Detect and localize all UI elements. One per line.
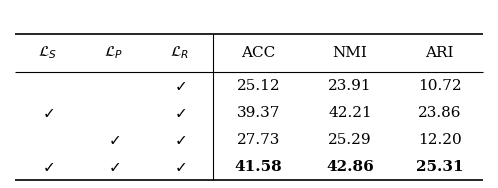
Text: ARI: ARI (425, 46, 454, 60)
Text: NMI: NMI (333, 46, 368, 60)
Text: 42.86: 42.86 (326, 160, 374, 174)
Text: 12.20: 12.20 (418, 133, 462, 147)
Text: 39.37: 39.37 (237, 106, 280, 120)
Text: 42.21: 42.21 (328, 106, 372, 120)
Text: $\checkmark$: $\checkmark$ (173, 79, 186, 92)
Text: 25.12: 25.12 (237, 79, 280, 92)
Text: $\checkmark$: $\checkmark$ (173, 160, 186, 174)
Text: ACC: ACC (242, 46, 275, 60)
Text: $\mathcal{L}_P$: $\mathcal{L}_P$ (104, 45, 124, 61)
Text: 23.86: 23.86 (418, 106, 461, 120)
Text: $\checkmark$: $\checkmark$ (108, 160, 120, 174)
Text: $\mathcal{L}_S$: $\mathcal{L}_S$ (38, 45, 57, 61)
Text: $\checkmark$: $\checkmark$ (173, 133, 186, 147)
Text: 41.58: 41.58 (235, 160, 282, 174)
Text: $\checkmark$: $\checkmark$ (42, 106, 54, 120)
Text: $\mathcal{L}_R$: $\mathcal{L}_R$ (170, 45, 189, 61)
Text: $\checkmark$: $\checkmark$ (108, 133, 120, 147)
Text: 23.91: 23.91 (328, 79, 372, 92)
Text: 27.73: 27.73 (237, 133, 280, 147)
Text: 10.72: 10.72 (418, 79, 461, 92)
Text: $\checkmark$: $\checkmark$ (173, 106, 186, 120)
Text: $\checkmark$: $\checkmark$ (42, 160, 54, 174)
Text: 25.31: 25.31 (416, 160, 463, 174)
Text: 25.29: 25.29 (328, 133, 372, 147)
